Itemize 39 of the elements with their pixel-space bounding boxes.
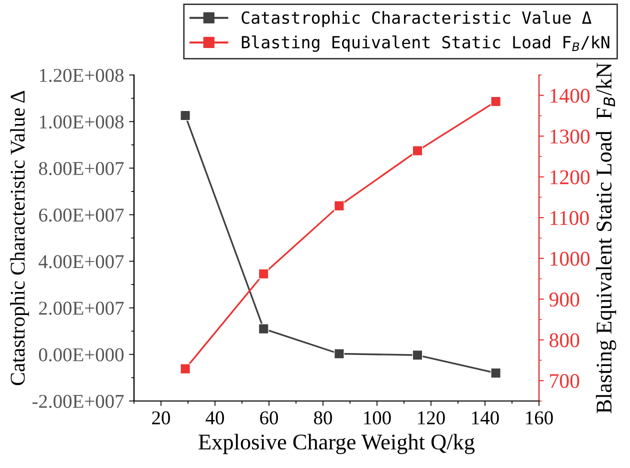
y2-tick-label: 1200 (550, 170, 590, 184)
x-tick-label: 120 (418, 411, 445, 424)
y-tick-label: -2.00E+007 (32, 394, 124, 408)
x-tick-label: 140 (472, 411, 499, 424)
y2-tick-label: 1400 (550, 88, 590, 103)
y2-tick-label: 800 (550, 333, 580, 348)
x-tick-label: 40 (206, 411, 224, 424)
y-tick-label: 4.00E+007 (38, 255, 124, 268)
x-tick-label: 160 (526, 411, 553, 424)
point (490, 368, 502, 378)
point (412, 146, 423, 156)
y-tick-label: 8.00E+007 (38, 162, 124, 176)
point (334, 348, 344, 359)
y2-tick-label: 1000 (550, 252, 590, 266)
x-tick-label: 80 (314, 411, 332, 424)
point (412, 350, 423, 360)
x-tick-label: 60 (260, 411, 278, 424)
y2-tick-label: 900 (549, 292, 580, 307)
y-axis-title: Catastrophic Characteristic Value Δ (10, 90, 29, 386)
y2-tick-label: 1100 (550, 211, 589, 226)
y-tick-label: 2.00E+007 (39, 302, 124, 315)
point (180, 364, 191, 374)
legend-label: Catastrophic Characteristic Value Δ (242, 10, 592, 28)
y2-tick-label: 700 (550, 374, 580, 388)
point (258, 268, 269, 280)
y-tick-label: 0.00E+000 (38, 348, 124, 362)
legend-label: Blasting Equivalent Static Load F$_{B}$/kN (242, 35, 610, 52)
y-tick-label: 1.20E+008 (40, 68, 124, 82)
x-tick-label: 100 (364, 411, 391, 424)
y-tick-label: 6.00E+007 (39, 208, 124, 222)
point (490, 96, 502, 107)
x-axis-title: Explosive Charge Weight Q/kg (198, 434, 475, 454)
y-tick-label: 1.00E+008 (40, 115, 124, 129)
x-tick-label: 20 (152, 411, 170, 424)
point (258, 324, 269, 334)
point (334, 200, 344, 212)
y2-tick-label: 1300 (550, 130, 590, 144)
y2-axis-title: Blasting Equivalent Static Load F$_{B}$/kN (596, 62, 616, 414)
point (180, 110, 191, 121)
